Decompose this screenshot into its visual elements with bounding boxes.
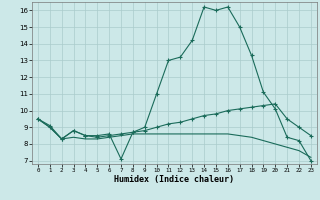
X-axis label: Humidex (Indice chaleur): Humidex (Indice chaleur) bbox=[115, 175, 234, 184]
